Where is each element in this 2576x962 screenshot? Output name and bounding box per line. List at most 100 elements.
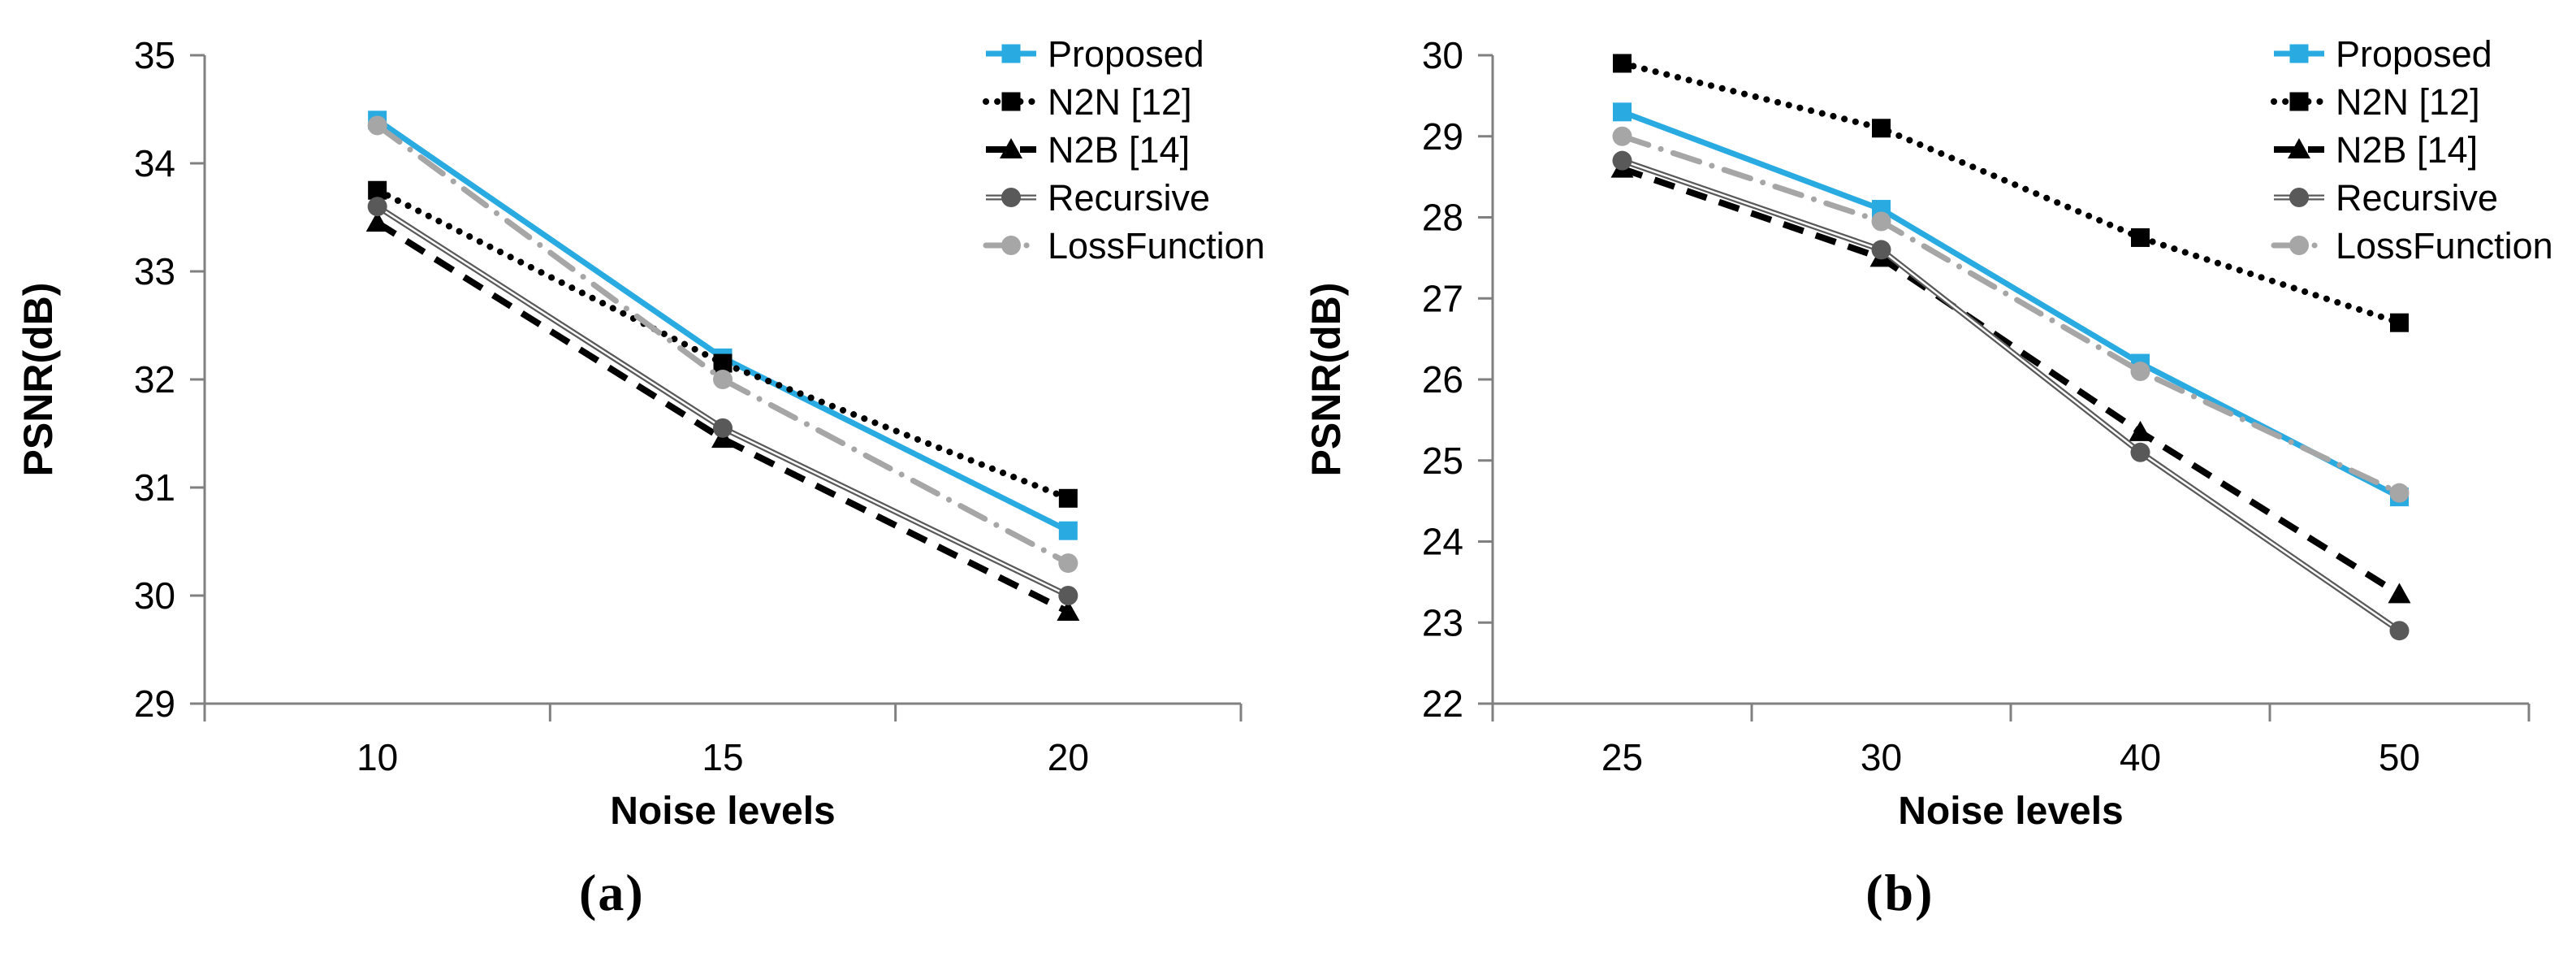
legend-item: N2N [12]: [983, 81, 1192, 123]
series-line-n2n-12-: [374, 187, 1072, 502]
data-point-marker-circle: [713, 418, 733, 438]
legend-item: LossFunction: [983, 225, 1265, 266]
data-point-marker-square: [368, 180, 387, 200]
psnr-vs-noise-chart-b: 22 23 24 25 26 27 28 29 30 25 30 40 50 Noise levels PS…: [1303, 33, 2553, 833]
data-point-marker-circle: [1058, 586, 1078, 605]
legend-item: N2B [14]: [2274, 129, 2478, 171]
data-point-marker-square: [1001, 44, 1021, 63]
legend-label: Recursive: [2336, 177, 2498, 219]
data-point-marker-square: [1058, 521, 1078, 540]
data-point-marker-circle: [2130, 362, 2150, 382]
series-line-proposed: [375, 117, 1070, 534]
legend-item: Recursive: [2274, 177, 2498, 219]
data-point-marker-circle: [2389, 483, 2410, 503]
series-line-recursive-core: [1622, 159, 2401, 632]
data-point-marker-square: [1872, 119, 1891, 138]
y-axis-tick-label: 34: [134, 142, 175, 184]
y-axis-tick-label: 29: [1422, 115, 1463, 158]
panel-b: 22 23 24 25 26 27 28 29 30 25 30 40 50 Noise levels PS…: [1288, 0, 2576, 962]
legend-item: N2N [12]: [2271, 81, 2480, 123]
data-point-marker-circle: [1871, 211, 1891, 232]
y-axis-tick-label: 24: [1422, 521, 1463, 563]
legend-label: LossFunction: [2336, 225, 2553, 266]
data-point-marker-circle: [1058, 553, 1078, 574]
series-line-recursive: [375, 204, 1070, 599]
y-axis-tick-label: 35: [134, 34, 175, 76]
data-point-marker-circle: [2289, 188, 2309, 207]
x-axis-tick-label: 20: [1048, 736, 1089, 778]
y-axis-tick-label: 23: [1422, 601, 1463, 644]
data-point-marker-triangle: [2288, 138, 2310, 158]
legend-item: LossFunction: [2271, 225, 2553, 266]
y-axis-tick-label: 30: [1422, 34, 1463, 76]
legend-label: N2B [14]: [2336, 129, 2478, 171]
legend-label: Proposed: [1048, 33, 1204, 75]
data-point-marker-square: [1058, 488, 1078, 508]
data-point-marker-triangle: [365, 211, 389, 232]
x-axis-title: Noise levels: [1898, 790, 2124, 833]
data-point-marker-circle: [1612, 150, 1632, 171]
x-axis-tick-label: 25: [1601, 736, 1643, 778]
data-point-marker-square: [1613, 54, 1632, 73]
y-axis-title: PSNR(dB): [1303, 283, 1349, 477]
y-axis-tick-label: 33: [134, 250, 175, 292]
y-axis-tick-label: 31: [134, 466, 175, 509]
series-line-n2n-12-: [1619, 59, 2403, 327]
panel-label-b: (b): [1865, 864, 1934, 921]
x-axis-tick-label: 15: [702, 736, 743, 778]
x-axis-tick-label: 40: [2120, 736, 2161, 778]
panel-label-a: (a): [579, 864, 645, 921]
data-point-marker-circle: [1001, 236, 1021, 255]
data-point-marker-square: [1001, 92, 1021, 111]
data-point-marker-circle: [1612, 126, 1632, 146]
y-axis-tick-label: 32: [134, 358, 175, 401]
data-point-marker-circle: [367, 197, 387, 217]
psnr-vs-noise-chart-a: 29 30 31 32 33 34 35 10 15 20 Noise levels PSNR(dB)…: [15, 33, 1265, 833]
series-line-recursive: [1621, 158, 2401, 634]
legend-item: N2B [14]: [986, 129, 1190, 171]
legend-label: Recursive: [1048, 177, 1210, 219]
data-point-marker-circle: [2130, 442, 2150, 462]
data-point-marker-square: [2390, 313, 2409, 332]
legend-label: N2N [12]: [2336, 81, 2480, 123]
legend-item: Proposed: [986, 33, 1204, 75]
data-point-marker-square: [2289, 44, 2309, 63]
series-line-n2b-14-: [1621, 165, 2401, 597]
legend-label: N2N [12]: [1048, 81, 1192, 123]
data-point-marker-square: [2289, 92, 2309, 111]
data-point-marker-circle: [1001, 188, 1021, 207]
series-line-recursive-core: [376, 206, 1069, 597]
data-point-marker-circle: [1871, 240, 1891, 260]
data-point-marker-circle: [367, 115, 387, 136]
legend-label: N2B [14]: [1048, 129, 1190, 171]
y-axis-tick-label: 29: [134, 682, 175, 725]
data-point-marker-triangle: [2388, 583, 2411, 604]
data-point-marker-circle: [2389, 621, 2410, 641]
data-point-marker-square: [1613, 102, 1632, 122]
x-axis-tick-label: 50: [2379, 736, 2420, 778]
data-point-marker-circle: [713, 370, 733, 389]
data-point-marker-circle: [2289, 236, 2309, 255]
y-axis-tick-label: 30: [134, 574, 175, 617]
y-axis-tick-label: 28: [1422, 197, 1463, 239]
y-axis-tick-label: 26: [1422, 358, 1463, 401]
x-axis-tick-label: 30: [1861, 736, 1902, 778]
panel-a: 29 30 31 32 33 34 35 10 15 20 Noise levels PSNR(dB)…: [15, 33, 1265, 921]
y-axis-tick-label: 22: [1422, 682, 1463, 725]
y-axis-title: PSNR(dB): [15, 283, 61, 477]
data-point-marker-triangle: [2129, 420, 2152, 441]
y-axis-tick-label: 27: [1422, 277, 1463, 319]
y-axis-tick-label: 25: [1422, 440, 1463, 482]
legend-item: Proposed: [2274, 33, 2492, 75]
data-point-marker-square: [713, 353, 733, 373]
series-line-proposed: [1621, 109, 2401, 500]
x-axis-tick-label: 10: [357, 736, 398, 778]
legend-label: Proposed: [2336, 33, 2492, 75]
series-line-lossfunction: [1619, 133, 2402, 496]
legend-label: LossFunction: [1048, 225, 1265, 266]
data-point-marker-triangle: [1000, 138, 1022, 158]
legend-item: Recursive: [986, 177, 1210, 219]
data-point-marker-square: [2131, 228, 2150, 247]
data-point-marker-triangle: [1057, 600, 1080, 621]
